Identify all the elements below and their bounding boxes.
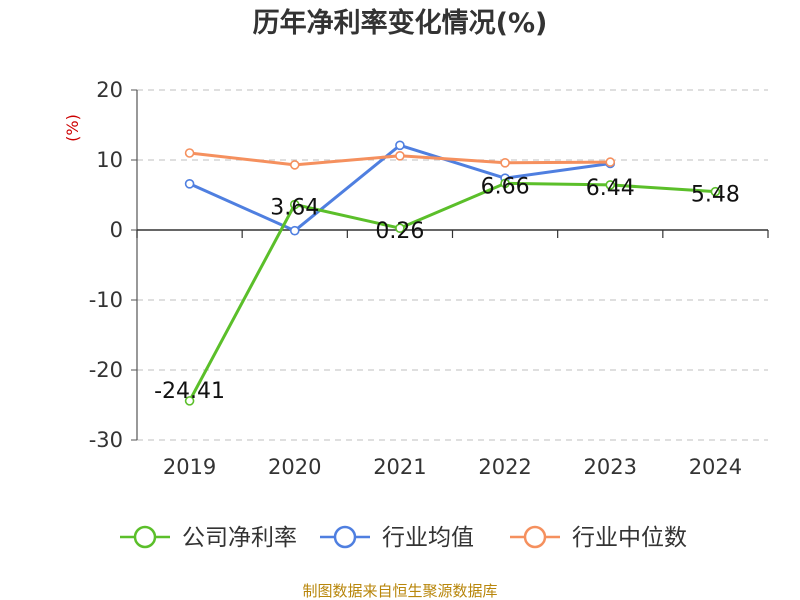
x-tick-label: 2022	[478, 455, 531, 479]
data-point	[289, 160, 300, 170]
legend-item: 行业中位数	[510, 525, 687, 551]
x-tick-label: 2021	[373, 455, 426, 479]
data-point	[184, 148, 195, 158]
series-lines	[184, 140, 721, 406]
data-label: -24.41	[154, 379, 225, 404]
x-tick-label: 2024	[689, 455, 742, 479]
legend-marker	[523, 525, 547, 549]
gridlines	[137, 89, 768, 441]
data-label: 3.64	[270, 196, 319, 221]
legend-item: 行业均值	[320, 525, 474, 551]
y-tick-label: -20	[89, 358, 123, 382]
legend-label: 行业中位数	[572, 525, 687, 551]
data-point	[395, 223, 405, 233]
x-tick-label: 2020	[268, 455, 321, 479]
source-note: 制图数据来自恒生聚源数据库	[302, 582, 497, 600]
y-tick-label: -30	[89, 428, 123, 452]
x-tick-label: 2023	[584, 455, 637, 479]
legend-marker	[333, 525, 357, 549]
y-tick-label: 0	[110, 218, 123, 242]
data-label: 6.66	[481, 174, 530, 199]
y-axis-unit-label: (%)	[63, 114, 82, 142]
data-point	[395, 151, 405, 161]
data-labels: -24.41 3.64 0.26 6.66 6.44 5.48	[154, 174, 740, 403]
series-0	[184, 178, 721, 406]
y-tick-label: 10	[96, 148, 123, 172]
data-point	[184, 179, 195, 189]
legend-item: 公司净利率	[120, 525, 297, 551]
data-label: 0.26	[375, 219, 424, 244]
legend: 公司净利率 行业均值 行业中位数	[120, 525, 687, 551]
series-line	[188, 181, 716, 402]
legend-marker	[133, 525, 157, 549]
data-point	[289, 199, 300, 210]
data-point	[500, 178, 510, 189]
data-point	[184, 396, 195, 406]
data-point	[500, 158, 510, 168]
data-point	[605, 157, 616, 167]
data-label: 6.44	[586, 176, 635, 201]
series-2	[184, 148, 616, 170]
chart-title: 历年净利率变化情况(%)	[253, 7, 548, 39]
legend-label: 公司净利率	[182, 525, 297, 551]
data-label: 5.48	[691, 183, 740, 208]
y-tick-label: -10	[89, 288, 123, 312]
y-tick-label: 20	[96, 78, 123, 102]
axes: 20 10 0 -10 -20 -30 2019 2020 2021 2022 2023 2024	[89, 78, 769, 479]
data-point	[395, 140, 405, 151]
data-point	[289, 225, 300, 236]
x-tick-label: 2019	[163, 455, 216, 479]
data-point	[605, 180, 616, 190]
legend-label: 行业均值	[382, 525, 474, 551]
data-point	[710, 186, 721, 197]
